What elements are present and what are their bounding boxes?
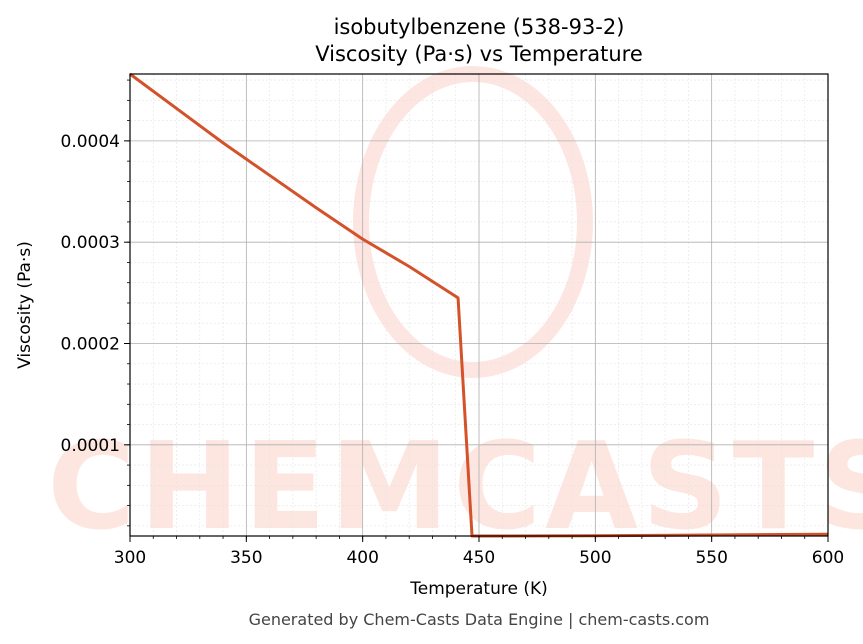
x-tick-label: 550 xyxy=(695,548,727,568)
y-tick-labels: 0.0001 0.0002 0.0003 0.0004 xyxy=(61,132,120,456)
x-axis-label: Temperature (K) xyxy=(409,579,548,599)
chart-title: isobutylbenzene (538-93-2) xyxy=(334,15,625,39)
chart-subtitle: Viscosity (Pa·s) vs Temperature xyxy=(315,42,643,66)
y-tick-label: 0.0003 xyxy=(61,233,120,253)
y-tick-label: 0.0001 xyxy=(61,436,120,456)
y-tick-label: 0.0004 xyxy=(61,132,120,152)
x-tick-label: 500 xyxy=(579,548,611,568)
x-tick-label: 300 xyxy=(114,548,146,568)
x-tick-label: 600 xyxy=(812,548,844,568)
y-axis-label: Viscosity (Pa·s) xyxy=(15,241,35,369)
x-tick-label: 450 xyxy=(463,548,495,568)
x-tick-labels: 300 350 400 450 500 550 600 xyxy=(114,548,844,568)
y-tick-label: 0.0002 xyxy=(61,335,120,355)
x-tick-label: 350 xyxy=(230,548,262,568)
watermark: CHEMCASTS xyxy=(47,66,863,557)
ticks xyxy=(124,79,829,542)
footer-credit: Generated by Chem-Casts Data Engine | ch… xyxy=(249,610,710,629)
major-grid xyxy=(129,74,829,536)
x-tick-label: 400 xyxy=(346,548,378,568)
